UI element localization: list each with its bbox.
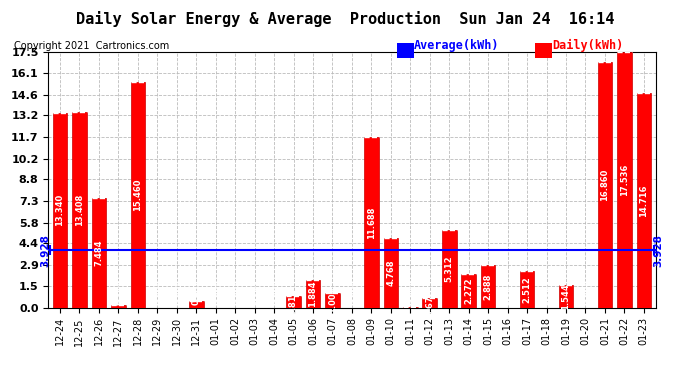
Text: 0.000: 0.000 — [270, 279, 279, 305]
Bar — [130, 82, 145, 308]
Text: 0.000: 0.000 — [250, 279, 259, 305]
Text: 7.484: 7.484 — [95, 240, 103, 266]
Text: 0.812: 0.812 — [289, 288, 298, 315]
Bar — [189, 301, 204, 307]
Bar — [306, 280, 320, 308]
Text: 0.432: 0.432 — [192, 278, 201, 305]
Text: 17.536: 17.536 — [620, 164, 629, 196]
Text: 0.000: 0.000 — [542, 279, 551, 305]
Bar — [520, 271, 534, 308]
Text: 1.544: 1.544 — [562, 283, 571, 310]
Text: 3.928: 3.928 — [653, 234, 663, 267]
Bar — [72, 112, 87, 308]
Bar — [92, 198, 106, 308]
Text: 0.016: 0.016 — [406, 278, 415, 305]
Text: Daily Solar Energy & Average  Production  Sun Jan 24  16:14: Daily Solar Energy & Average Production … — [76, 11, 614, 27]
Text: 13.340: 13.340 — [55, 194, 64, 226]
Text: Copyright 2021  Cartronics.com: Copyright 2021 Cartronics.com — [14, 41, 169, 51]
Text: 14.716: 14.716 — [640, 184, 649, 216]
Text: 5.312: 5.312 — [445, 255, 454, 282]
Text: 0.672: 0.672 — [425, 290, 434, 316]
Text: 0.000: 0.000 — [503, 279, 512, 305]
Text: 11.688: 11.688 — [367, 206, 376, 238]
Text: 15.460: 15.460 — [133, 178, 142, 211]
Text: 4.768: 4.768 — [386, 260, 395, 286]
Bar — [617, 52, 631, 308]
Text: 13.408: 13.408 — [75, 194, 84, 226]
Bar — [442, 230, 457, 308]
Text: Average(kWh): Average(kWh) — [414, 39, 500, 53]
Bar — [422, 298, 437, 307]
Text: 2.512: 2.512 — [522, 276, 531, 303]
Text: 3.928: 3.928 — [41, 234, 50, 267]
Bar — [111, 305, 126, 308]
Bar — [636, 93, 651, 308]
Text: 1.000: 1.000 — [328, 287, 337, 314]
Bar — [52, 113, 68, 308]
Text: 2.888: 2.888 — [484, 273, 493, 300]
Text: 0.000: 0.000 — [152, 279, 161, 305]
Text: Daily(kWh): Daily(kWh) — [552, 39, 623, 53]
Bar — [325, 293, 339, 308]
Bar — [364, 137, 379, 308]
Text: 0.000: 0.000 — [172, 279, 181, 305]
Bar — [598, 62, 612, 308]
Text: 0.000: 0.000 — [347, 279, 357, 305]
Bar — [286, 296, 301, 307]
Bar — [462, 274, 476, 308]
Text: 1.884: 1.884 — [308, 280, 317, 307]
Text: 0.000: 0.000 — [230, 279, 239, 305]
Text: 2.272: 2.272 — [464, 278, 473, 304]
Text: 0.000: 0.000 — [211, 279, 220, 305]
Bar — [384, 238, 398, 308]
Bar — [481, 266, 495, 308]
Text: 16.860: 16.860 — [600, 168, 609, 201]
Bar — [559, 285, 573, 308]
Text: 0.176: 0.176 — [114, 278, 123, 305]
Text: 0.000: 0.000 — [581, 279, 590, 305]
